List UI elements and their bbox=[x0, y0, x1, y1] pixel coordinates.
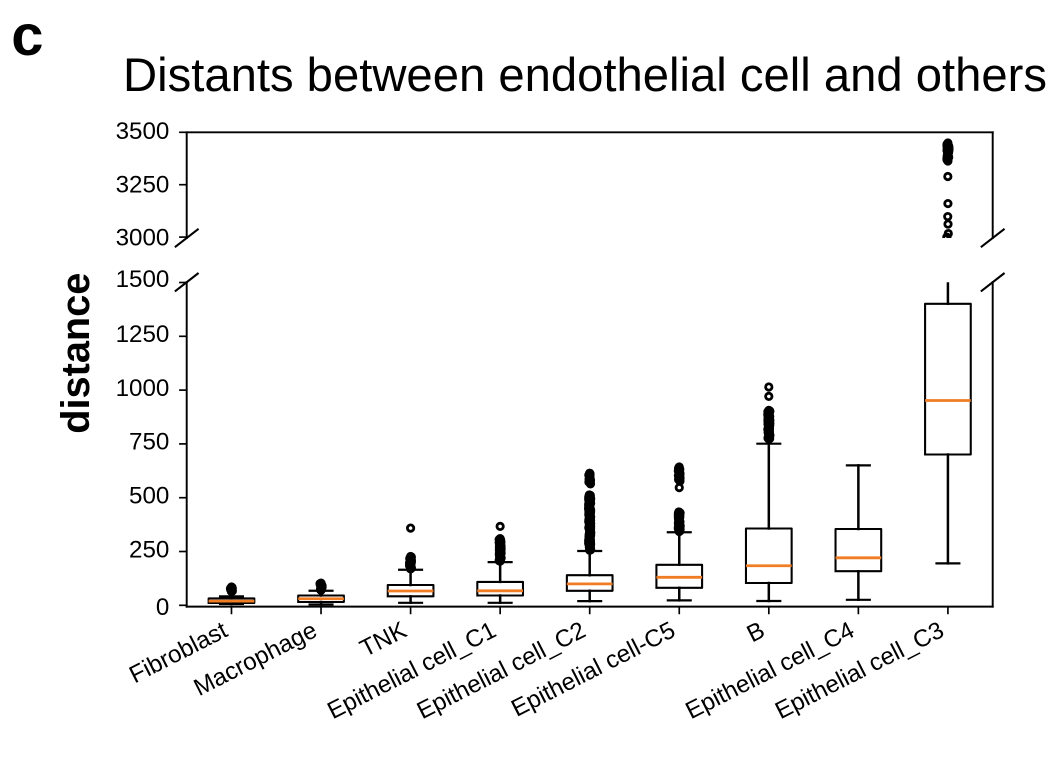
svg-text:500: 500 bbox=[129, 482, 169, 509]
svg-text:250: 250 bbox=[129, 536, 169, 563]
svg-text:3250: 3250 bbox=[116, 171, 170, 198]
svg-text:3500: 3500 bbox=[116, 118, 170, 145]
svg-text:c: c bbox=[11, 4, 43, 68]
svg-text:750: 750 bbox=[129, 429, 169, 456]
svg-text:1000: 1000 bbox=[116, 375, 170, 402]
svg-text:1500: 1500 bbox=[116, 266, 170, 293]
svg-text:3000: 3000 bbox=[116, 224, 170, 251]
svg-text:1250: 1250 bbox=[116, 321, 170, 348]
svg-text:distance: distance bbox=[54, 273, 98, 434]
svg-text:0: 0 bbox=[156, 594, 169, 621]
svg-text:Distants between endothelial c: Distants between endothelial cell and ot… bbox=[123, 49, 1047, 102]
